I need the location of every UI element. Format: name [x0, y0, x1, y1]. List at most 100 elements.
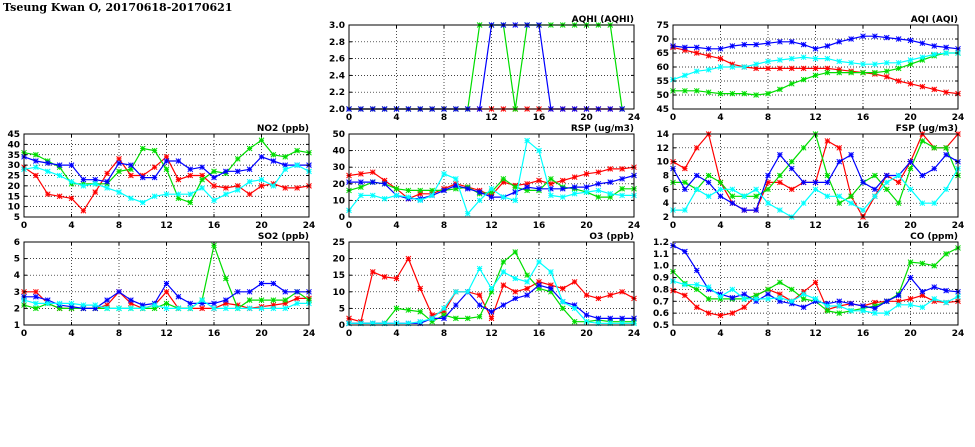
data-point — [883, 186, 890, 193]
data-point — [619, 166, 625, 172]
data-point — [571, 184, 578, 190]
data-point — [405, 255, 412, 262]
chart-aqhi: 0 4 8 12 16 20 24 2.0 2.2 2.4 2.6 2.8 3.0 AQHI (AQHI) — [329, 15, 640, 123]
data-point — [872, 69, 878, 76]
data-point — [682, 72, 688, 79]
data-point — [765, 291, 771, 298]
data-point — [907, 301, 914, 308]
data-point — [33, 305, 39, 312]
data-point — [548, 175, 554, 182]
data-point — [583, 312, 590, 318]
data-point — [682, 165, 688, 172]
data-point — [907, 186, 914, 193]
y-tick-label: 25 — [7, 172, 20, 182]
data-point — [524, 184, 530, 190]
x-tick-label: 24 — [628, 221, 641, 231]
y-tick-label: 55 — [656, 77, 669, 87]
data-point — [246, 288, 253, 295]
data-point — [282, 288, 289, 295]
data-point — [139, 174, 146, 181]
x-tick-label: 8 — [765, 329, 771, 339]
data-point — [44, 191, 51, 198]
data-point — [234, 187, 241, 193]
data-point — [848, 69, 854, 76]
data-point — [44, 160, 51, 166]
data-point — [417, 197, 424, 204]
x-tick-label: 16 — [857, 329, 870, 339]
data-point — [705, 89, 712, 96]
data-point — [56, 172, 63, 179]
data-point — [116, 305, 122, 312]
data-point — [211, 300, 217, 307]
data-point — [405, 194, 412, 200]
data-point — [619, 175, 625, 182]
x-tick-label: 0 — [346, 221, 352, 231]
data-point — [907, 259, 914, 266]
data-point — [919, 57, 926, 63]
data-point — [453, 182, 459, 189]
data-point — [931, 51, 938, 58]
data-point — [116, 168, 122, 175]
data-point — [729, 43, 736, 49]
data-point — [729, 64, 736, 70]
data-point — [223, 191, 229, 198]
data-point — [705, 284, 712, 290]
data-point — [104, 185, 110, 191]
data-point — [919, 200, 926, 207]
data-point — [943, 144, 949, 151]
data-point — [128, 162, 134, 168]
data-point — [234, 302, 241, 308]
data-point — [500, 302, 507, 308]
data-point — [872, 186, 878, 193]
data-point — [246, 305, 253, 312]
data-point — [104, 170, 110, 177]
data-point — [860, 33, 866, 40]
data-point — [358, 170, 364, 177]
data-point — [358, 184, 364, 190]
data-point — [488, 315, 495, 322]
data-point — [943, 50, 949, 56]
x-tick-label: 16 — [533, 221, 546, 231]
data-point — [199, 300, 205, 307]
y-tick-label: 45 — [656, 105, 669, 115]
data-point — [175, 176, 182, 183]
data-point — [777, 65, 783, 72]
data-point — [270, 280, 277, 287]
data-point — [883, 73, 890, 80]
data-point — [246, 166, 253, 173]
data-point — [800, 200, 807, 207]
data-point — [175, 191, 182, 198]
data-point — [717, 90, 724, 97]
data-point — [163, 153, 170, 160]
y-tick-label: 10 — [656, 158, 669, 168]
data-point — [800, 41, 807, 48]
data-point — [860, 207, 866, 213]
data-point — [919, 40, 926, 47]
data-point — [44, 300, 51, 307]
data-point — [919, 54, 926, 61]
x-tick-label: 20 — [580, 329, 593, 339]
y-tick-label: 30 — [7, 161, 20, 171]
data-point — [559, 298, 566, 305]
data-point — [104, 297, 110, 303]
data-point — [258, 183, 265, 189]
data-point — [163, 305, 170, 312]
data-point — [294, 147, 300, 154]
data-point — [488, 189, 495, 195]
data-point — [872, 61, 878, 68]
data-point — [199, 172, 205, 179]
data-point — [682, 292, 688, 299]
data-point — [128, 300, 134, 307]
data-point — [139, 302, 146, 308]
data-point — [464, 210, 471, 217]
y-tick-label: 35 — [7, 151, 20, 161]
data-point — [883, 298, 890, 305]
data-point — [931, 262, 938, 269]
y-tick-label: 0.8 — [653, 285, 669, 295]
data-point — [524, 292, 530, 298]
data-point — [429, 315, 435, 322]
data-point — [777, 172, 783, 179]
data-point — [559, 305, 566, 312]
